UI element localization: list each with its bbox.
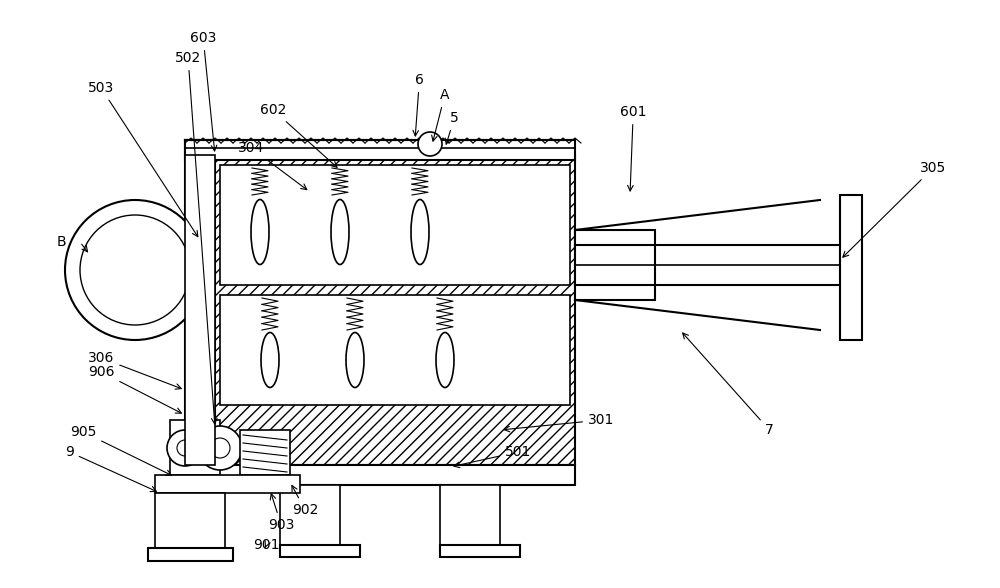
Bar bbox=[840, 195, 862, 340]
Bar bbox=[170, 420, 220, 475]
Bar bbox=[148, 548, 233, 561]
Bar bbox=[280, 485, 340, 545]
Text: 304: 304 bbox=[238, 141, 307, 189]
Text: 305: 305 bbox=[843, 161, 946, 257]
Text: 306: 306 bbox=[88, 351, 181, 389]
Bar bbox=[240, 430, 290, 475]
Ellipse shape bbox=[411, 199, 429, 265]
Text: A: A bbox=[432, 88, 450, 141]
Text: B: B bbox=[57, 235, 67, 249]
Circle shape bbox=[65, 200, 205, 340]
Circle shape bbox=[198, 426, 242, 470]
Text: 901: 901 bbox=[253, 538, 280, 552]
Bar bbox=[440, 545, 520, 557]
Circle shape bbox=[210, 438, 230, 458]
Bar bbox=[155, 493, 225, 553]
Text: 502: 502 bbox=[175, 51, 217, 424]
Bar bbox=[185, 155, 215, 465]
Circle shape bbox=[177, 440, 193, 456]
Text: 603: 603 bbox=[190, 31, 217, 151]
Text: 601: 601 bbox=[620, 105, 646, 191]
Text: 6: 6 bbox=[413, 73, 424, 136]
Text: 9: 9 bbox=[65, 445, 156, 492]
Circle shape bbox=[167, 430, 203, 466]
Bar bbox=[185, 140, 215, 460]
Text: 903: 903 bbox=[268, 494, 294, 532]
Bar bbox=[575, 230, 655, 300]
Bar bbox=[215, 155, 575, 465]
Circle shape bbox=[418, 132, 442, 156]
Bar bbox=[185, 465, 575, 485]
Text: 906: 906 bbox=[88, 365, 181, 413]
Text: 7: 7 bbox=[683, 333, 774, 437]
Ellipse shape bbox=[331, 199, 349, 265]
Bar bbox=[220, 165, 570, 285]
Ellipse shape bbox=[346, 332, 364, 387]
Ellipse shape bbox=[261, 332, 279, 387]
Bar bbox=[280, 545, 360, 557]
Text: 602: 602 bbox=[260, 103, 337, 168]
Ellipse shape bbox=[436, 332, 454, 387]
Circle shape bbox=[80, 215, 190, 325]
Text: 503: 503 bbox=[88, 81, 198, 236]
Bar bbox=[185, 140, 575, 160]
Bar bbox=[220, 295, 570, 405]
Ellipse shape bbox=[251, 199, 269, 265]
Text: 5: 5 bbox=[445, 111, 459, 144]
Text: 301: 301 bbox=[504, 413, 614, 432]
Bar bbox=[155, 475, 300, 493]
Bar bbox=[440, 485, 500, 545]
Text: 501: 501 bbox=[454, 445, 531, 467]
Text: 905: 905 bbox=[70, 425, 171, 475]
Text: 902: 902 bbox=[292, 486, 318, 517]
